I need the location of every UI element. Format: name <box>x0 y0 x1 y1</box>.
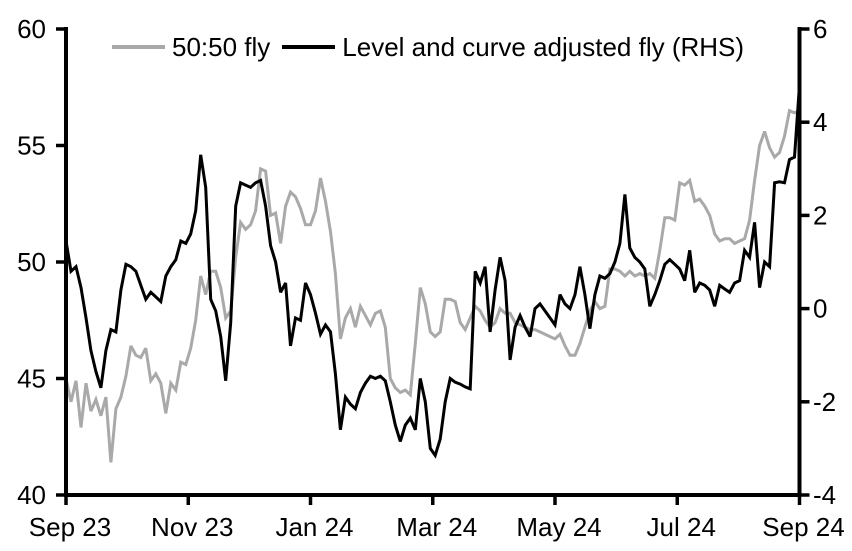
legend-label-5050-fly: 50:50 fly <box>172 31 271 62</box>
left-axis-tick-label: 60 <box>17 14 46 44</box>
legend-item-5050-fly: 50:50 fly <box>112 32 270 63</box>
left-axis-tick-label: 40 <box>17 480 46 510</box>
gray-line-swatch <box>112 45 165 49</box>
x-axis-tick-label: Mar 24 <box>396 512 477 542</box>
right-axis-tick-label: -4 <box>813 480 836 510</box>
black-series-line <box>64 84 801 459</box>
x-axis-tick-label: Jan 24 <box>275 512 353 542</box>
legend-label-adjusted-fly: Level and curve adjusted fly (RHS) <box>342 31 745 62</box>
black-line-swatch <box>282 45 336 49</box>
right-axis-tick-label: 6 <box>813 14 827 44</box>
x-axis-tick-label: Jul 24 <box>647 512 716 542</box>
right-axis-tick-label: 2 <box>813 200 827 230</box>
x-axis-tick-label: Nov 23 <box>151 512 233 542</box>
right-axis-tick-label: -2 <box>813 387 836 417</box>
x-axis-tick-label: Sep 24 <box>762 512 844 542</box>
left-axis-tick-label: 45 <box>17 364 46 394</box>
legend-item-adjusted-fly: Level and curve adjusted fly (RHS) <box>282 32 744 63</box>
left-axis-tick-label: 55 <box>17 131 46 161</box>
legend: 50:50 fly Level and curve adjusted fly (… <box>112 32 744 63</box>
right-axis-tick-label: 4 <box>813 107 827 137</box>
x-axis-tick-label: Sep 23 <box>29 512 111 542</box>
gray-series-line <box>64 108 801 463</box>
left-axis-tick-label: 50 <box>17 247 46 277</box>
right-axis-tick-label: 0 <box>813 294 827 324</box>
x-axis-tick-label: May 24 <box>516 512 601 542</box>
